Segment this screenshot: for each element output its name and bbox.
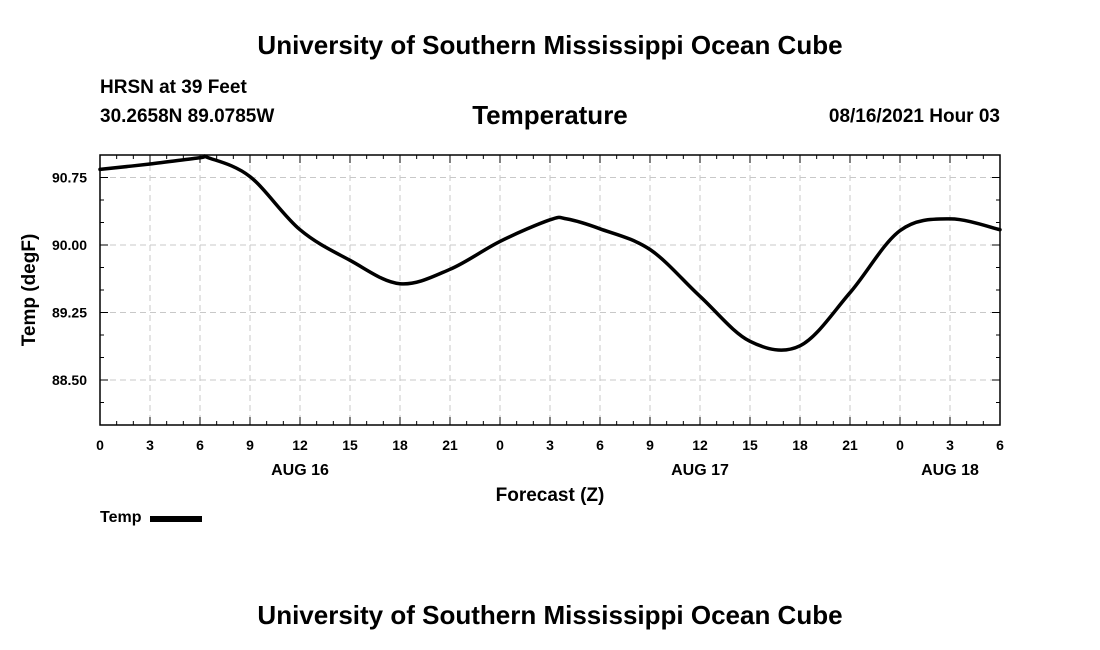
- x-tick-label: 18: [392, 437, 408, 453]
- y-axis-title: Temp (degF): [19, 234, 40, 347]
- x-tick-label: 0: [96, 437, 104, 453]
- x-tick-label: 21: [442, 437, 458, 453]
- x-tick-label: 12: [692, 437, 708, 453]
- x-tick-label: 0: [896, 437, 904, 453]
- y-tick-label: 89.25: [52, 305, 87, 321]
- x-tick-label: 3: [946, 437, 954, 453]
- x-tick-label: 18: [792, 437, 808, 453]
- top-title: University of Southern Mississippi Ocean…: [257, 30, 843, 60]
- x-tick-label: 15: [742, 437, 758, 453]
- x-tick-label: 15: [342, 437, 358, 453]
- x-tick-label: 6: [596, 437, 604, 453]
- legend: Temp: [100, 509, 203, 527]
- date-label: AUG 16: [271, 462, 329, 479]
- y-tick-label: 90.00: [52, 237, 87, 253]
- plot-frame: [99, 154, 1001, 426]
- y-tick-label: 90.75: [52, 170, 87, 186]
- station-label: HRSN at 39 Feet: [100, 77, 247, 98]
- legend-swatch: [150, 516, 203, 522]
- date-label: AUG 18: [921, 462, 979, 479]
- date-label: AUG 17: [671, 462, 729, 479]
- x-tick-label: 12: [292, 437, 308, 453]
- x-tick-label: 6: [196, 437, 204, 453]
- x-tick-label: 21: [842, 437, 858, 453]
- series-line-temp: [98, 154, 1002, 352]
- x-tick-label: 3: [146, 437, 154, 453]
- legend-label: Temp: [100, 509, 142, 526]
- x-tick-label: 6: [996, 437, 1004, 453]
- forecast-timestamp: 08/16/2021 Hour 03: [828, 106, 1000, 127]
- y-tick-label: 88.50: [52, 372, 87, 388]
- x-tick-label: 9: [246, 437, 254, 453]
- x-tick-label: 9: [646, 437, 654, 453]
- x-tick-label: 0: [496, 437, 504, 453]
- x-tick-label: 3: [546, 437, 554, 453]
- x-axis-title: Forecast (Z): [496, 485, 605, 506]
- station-coordinates: 30.2658N 89.0785W: [100, 106, 275, 127]
- chart-title: Temperature: [472, 100, 628, 130]
- bottom-title: University of Southern Mississippi Ocean…: [257, 600, 843, 630]
